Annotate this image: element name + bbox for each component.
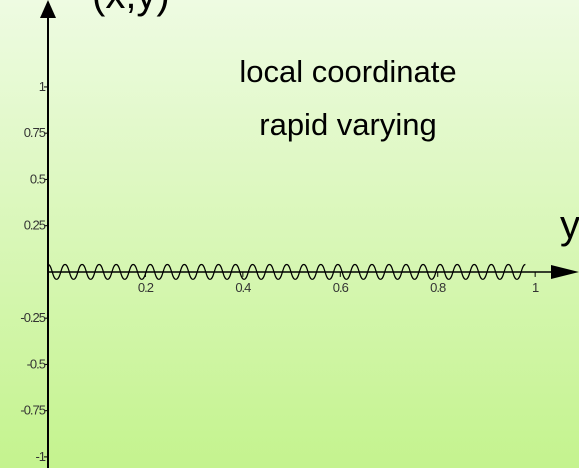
annotation: local coordinate bbox=[239, 54, 456, 89]
x-tick-label: 1 bbox=[532, 280, 539, 295]
y-tick-label: -0.25 bbox=[20, 310, 45, 325]
x-axis-arrow bbox=[551, 265, 579, 279]
y-tick-label: 1 bbox=[39, 79, 46, 94]
x-tick-label: 0.8 bbox=[430, 280, 446, 295]
y-axis-label: (x,y) bbox=[92, 0, 170, 17]
y-tick-label: -0.75 bbox=[20, 403, 45, 418]
x-tick-label: 0.4 bbox=[235, 280, 251, 295]
annotation: rapid varying bbox=[259, 107, 436, 142]
y-tick-label: 0.75 bbox=[24, 125, 46, 140]
x-tick-label: 0.2 bbox=[138, 280, 154, 295]
x-axis-label: y bbox=[560, 203, 579, 247]
y-tick-label: 0.25 bbox=[24, 218, 46, 233]
x-tick-label: 0.6 bbox=[333, 280, 349, 295]
y-axis-arrow bbox=[40, 0, 56, 18]
y-tick-label: -0.5 bbox=[27, 356, 46, 371]
y-tick-label: 0.5 bbox=[30, 171, 46, 186]
y-tick-label: -1 bbox=[35, 449, 45, 464]
wave-line bbox=[47, 263, 526, 280]
